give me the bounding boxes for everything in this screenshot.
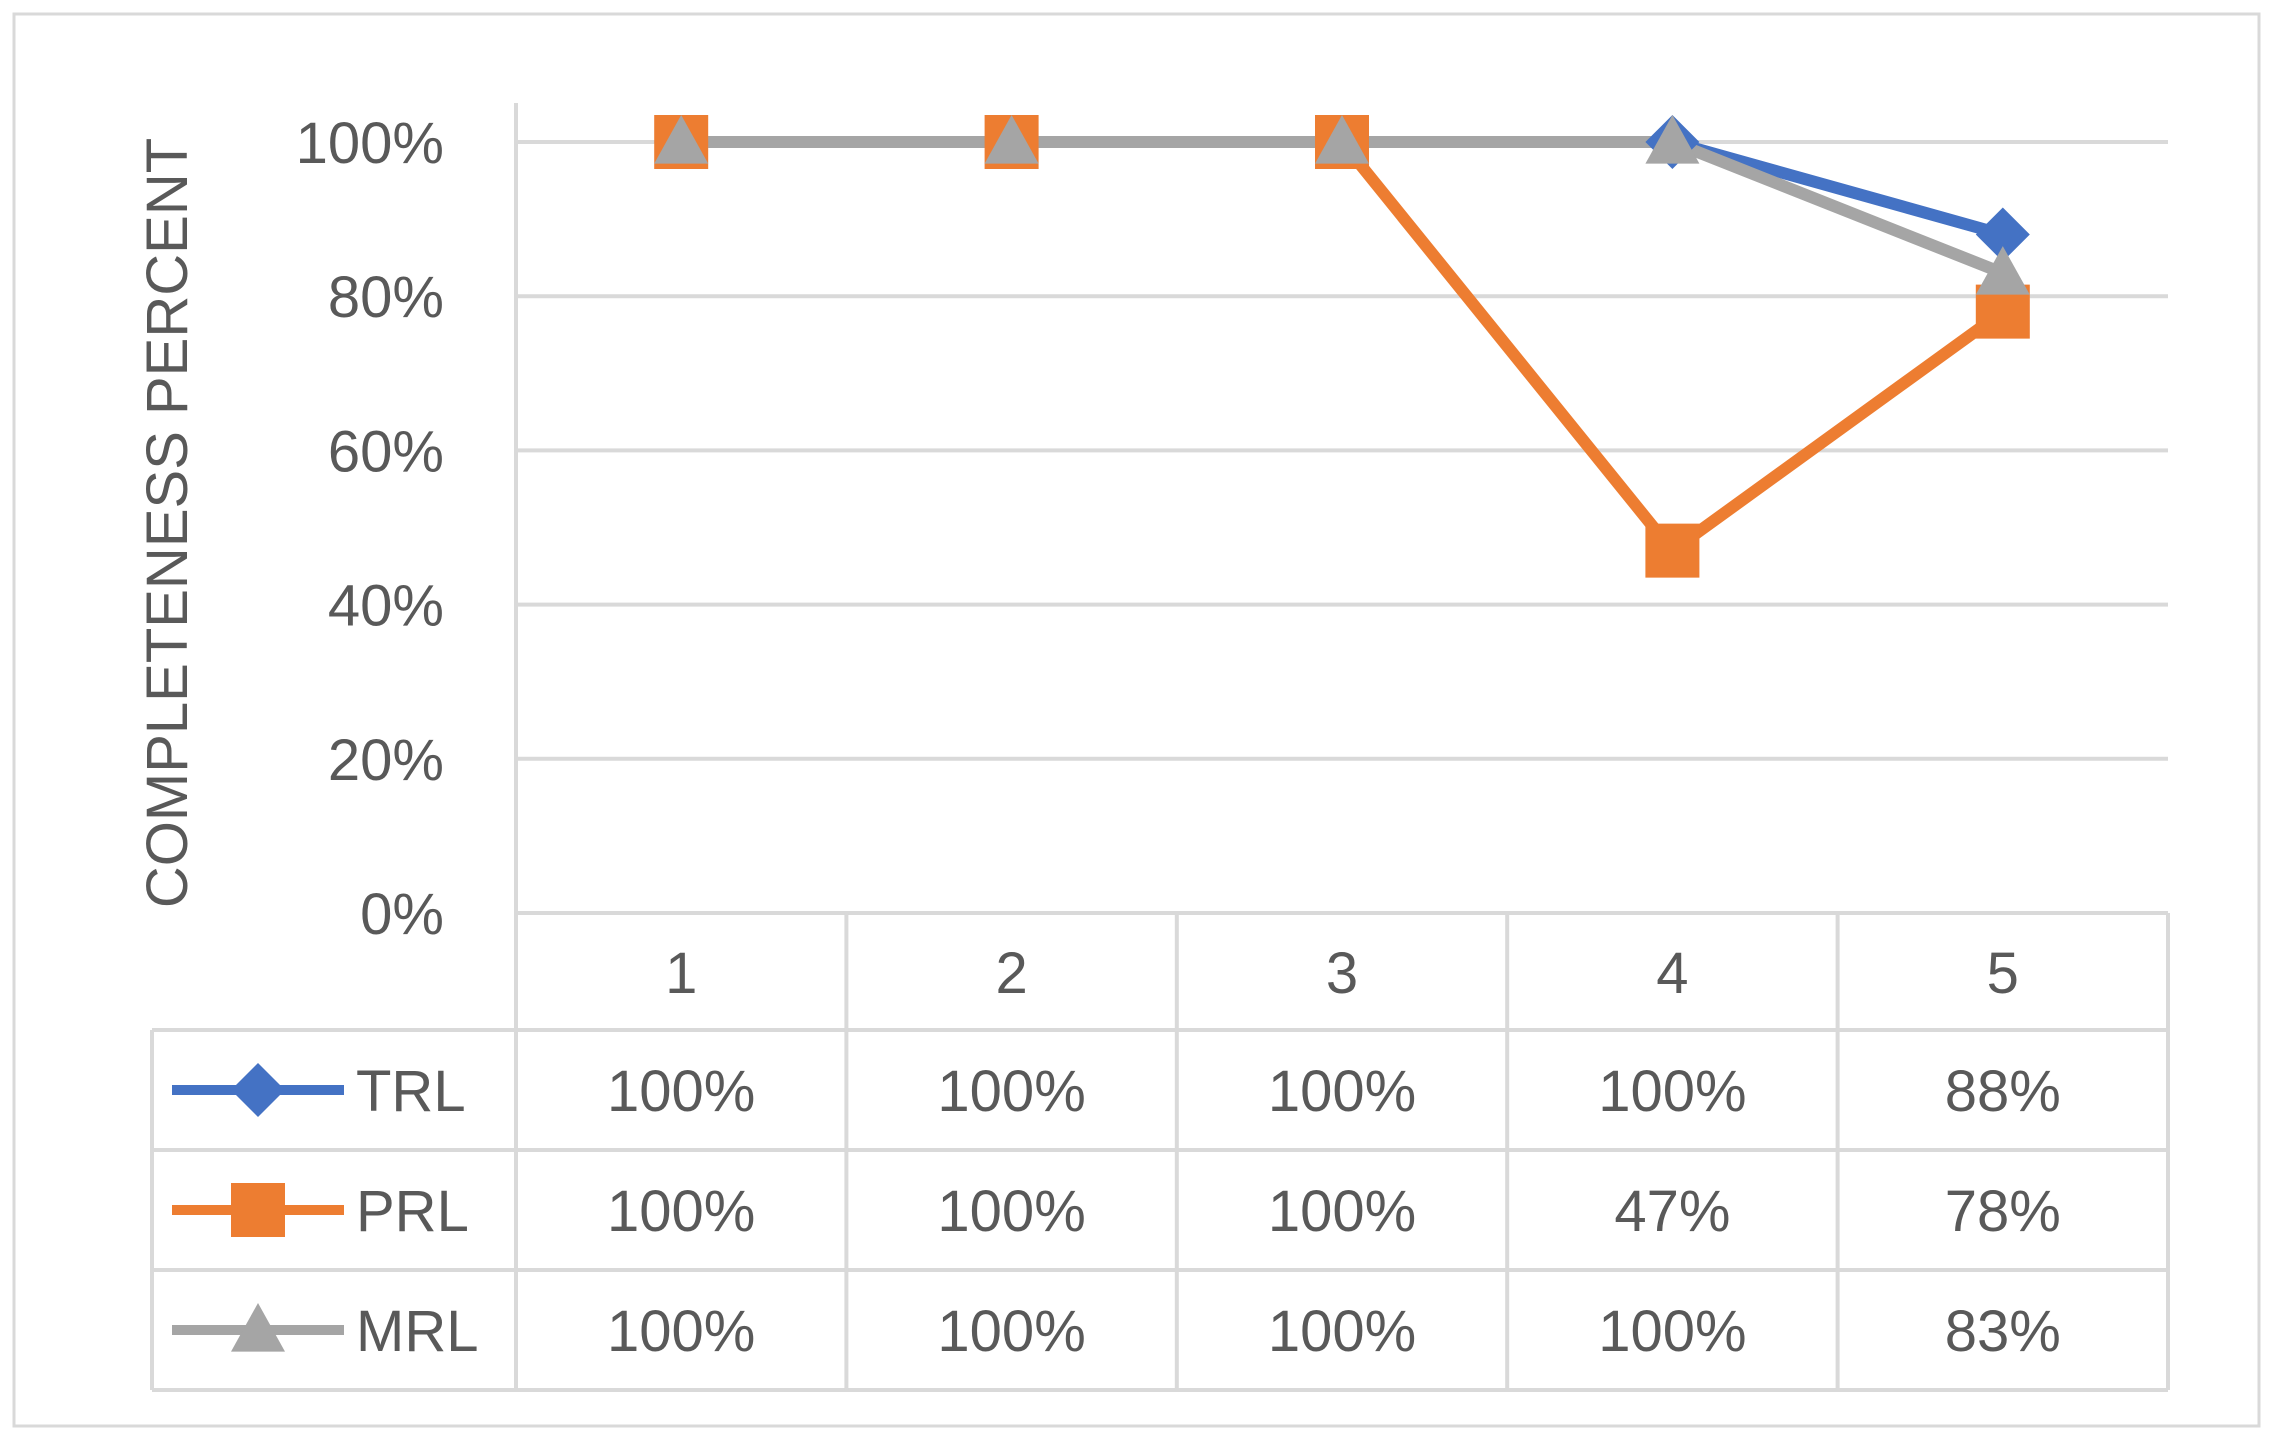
y-tick-label: 40% — [328, 574, 444, 639]
data-table-value: 78% — [1945, 1179, 2061, 1244]
series-name: PRL — [356, 1179, 469, 1244]
data-table-value: 100% — [607, 1059, 755, 1124]
data-table-value: 100% — [1598, 1299, 1746, 1364]
data-point — [1645, 523, 1700, 578]
y-tick-label: 0% — [360, 882, 444, 947]
data-table: 1 2 3 4 5 TRL 100% 100% 100% 100% 88% PRL 100% 100% 10… — [150, 103, 2170, 1392]
y-axis-ticks: 0% 20% 40% 60% 80% 100% — [296, 111, 444, 947]
series-lines — [654, 115, 2030, 578]
data-table-value: 100% — [1268, 1299, 1416, 1364]
x-category-label: 1 — [665, 941, 697, 1006]
data-point — [1645, 115, 1700, 164]
chart-border — [12, 12, 2261, 1428]
data-table-value: 100% — [1268, 1059, 1416, 1124]
data-table-value: 83% — [1945, 1299, 2061, 1364]
x-category-label: 2 — [995, 941, 1027, 1006]
y-tick-label: 80% — [328, 265, 444, 330]
y-tick-label: 100% — [296, 111, 444, 176]
x-category-label: 4 — [1656, 941, 1688, 1006]
data-table-value: 88% — [1945, 1059, 2061, 1124]
data-table-value: 100% — [937, 1179, 1085, 1244]
data-point — [1975, 207, 2030, 262]
data-table-value: 100% — [607, 1299, 755, 1364]
data-table-value: 100% — [1268, 1179, 1416, 1244]
y-tick-label: 20% — [328, 728, 444, 793]
series-name: MRL — [356, 1299, 478, 1364]
legend-key-marker — [231, 1183, 285, 1237]
data-point — [654, 115, 709, 164]
data-table-value: 100% — [937, 1059, 1085, 1124]
y-tick-label: 60% — [328, 419, 444, 484]
data-table-value: 100% — [937, 1299, 1085, 1364]
legend-key-marker — [231, 1303, 285, 1352]
x-category-label: 3 — [1326, 941, 1358, 1006]
data-table-value: 47% — [1614, 1179, 1730, 1244]
x-category-label: 5 — [1987, 941, 2019, 1006]
data-table-value: 100% — [1598, 1059, 1746, 1124]
series-name: TRL — [356, 1059, 466, 1124]
data-point — [984, 115, 1039, 164]
data-table-value: 100% — [607, 1179, 755, 1244]
data-point — [1975, 246, 2030, 295]
y-axis-title: COMPLETENESS PERCENT — [135, 138, 200, 908]
data-point — [1315, 115, 1369, 164]
legend-key-marker — [231, 1063, 285, 1117]
